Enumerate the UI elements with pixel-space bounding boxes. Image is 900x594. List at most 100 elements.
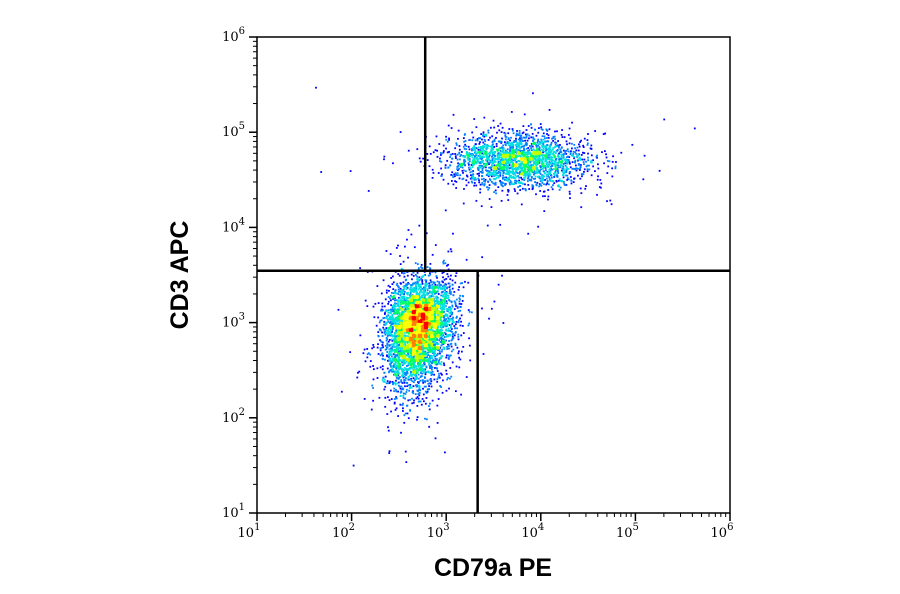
event-point [522,183,525,185]
event-point [454,303,457,306]
event-point [460,314,463,317]
event-point [440,372,442,375]
event-point [428,350,431,353]
event-point [478,166,481,169]
event-point [438,302,441,305]
event-point [488,166,490,169]
event-point [396,312,399,315]
event-point [534,171,537,174]
event-point [404,338,406,340]
event-point [509,139,511,142]
event-point [433,287,435,290]
event-point [536,153,539,156]
event-point [527,159,530,161]
event-point [583,163,585,166]
event-point [536,155,539,158]
event-point [565,170,568,173]
event-point [566,174,569,177]
event-point [439,303,442,306]
event-point [461,282,464,284]
event-point [433,302,436,305]
event-point [550,156,552,159]
event-point [451,330,453,333]
event-point [390,353,393,356]
event-point [433,331,436,334]
event-point [429,382,432,385]
event-point [570,180,573,182]
event-point [356,376,359,379]
event-point [462,332,465,334]
event-point [501,151,504,153]
event-point [581,151,584,154]
event-point [398,353,401,356]
event-point [514,157,516,160]
event-point [425,418,428,421]
event-point [405,388,408,391]
event-point [398,352,401,354]
event-point [437,320,439,322]
event-point [549,169,552,172]
event-point [503,166,506,168]
event-point [392,162,394,165]
event-point [519,139,521,142]
event-point [438,376,441,379]
event-point [436,290,439,293]
event-point [437,329,440,332]
event-point [406,350,409,353]
event-point [406,238,408,241]
event-point [406,299,409,302]
event-point [453,173,456,176]
event-point [427,299,430,302]
event-point [428,348,430,351]
event-point [465,174,468,177]
event-point [414,299,416,302]
event-point [571,167,574,170]
event-point [495,158,497,161]
event-point [404,347,407,350]
event-point [458,145,461,147]
event-point [507,141,510,144]
event-point [397,384,400,387]
event-point [488,154,491,157]
event-point [514,168,517,170]
event-point [434,349,437,352]
event-point [479,141,481,144]
event-point [513,183,516,185]
event-point [512,150,515,153]
event-point [434,357,437,360]
event-point [519,150,522,153]
event-point [501,137,503,140]
event-point [505,151,508,153]
event-point [391,335,394,337]
event-point [449,312,452,314]
event-point [399,367,402,370]
event-point [426,356,429,359]
event-point [440,357,442,360]
event-point [516,155,519,158]
event-point [414,262,417,265]
event-point [424,381,427,384]
event-point [432,281,435,284]
event-point [430,364,433,367]
event-point [377,353,380,355]
event-point [431,366,434,369]
event-point [558,178,561,181]
event-point [438,281,441,283]
event-point [480,133,483,135]
event-point [472,136,475,139]
event-point [485,144,488,147]
event-point [605,156,608,159]
event-point [521,166,524,169]
event-point [455,144,458,146]
event-point [554,169,557,172]
event-point [493,146,496,148]
event-point [419,389,422,392]
event-point [550,158,553,161]
event-point [427,311,430,314]
event-point [379,347,382,350]
event-point [422,387,424,390]
event-point [565,152,568,155]
event-point [559,180,562,182]
event-point [387,320,390,323]
event-point [504,134,507,137]
